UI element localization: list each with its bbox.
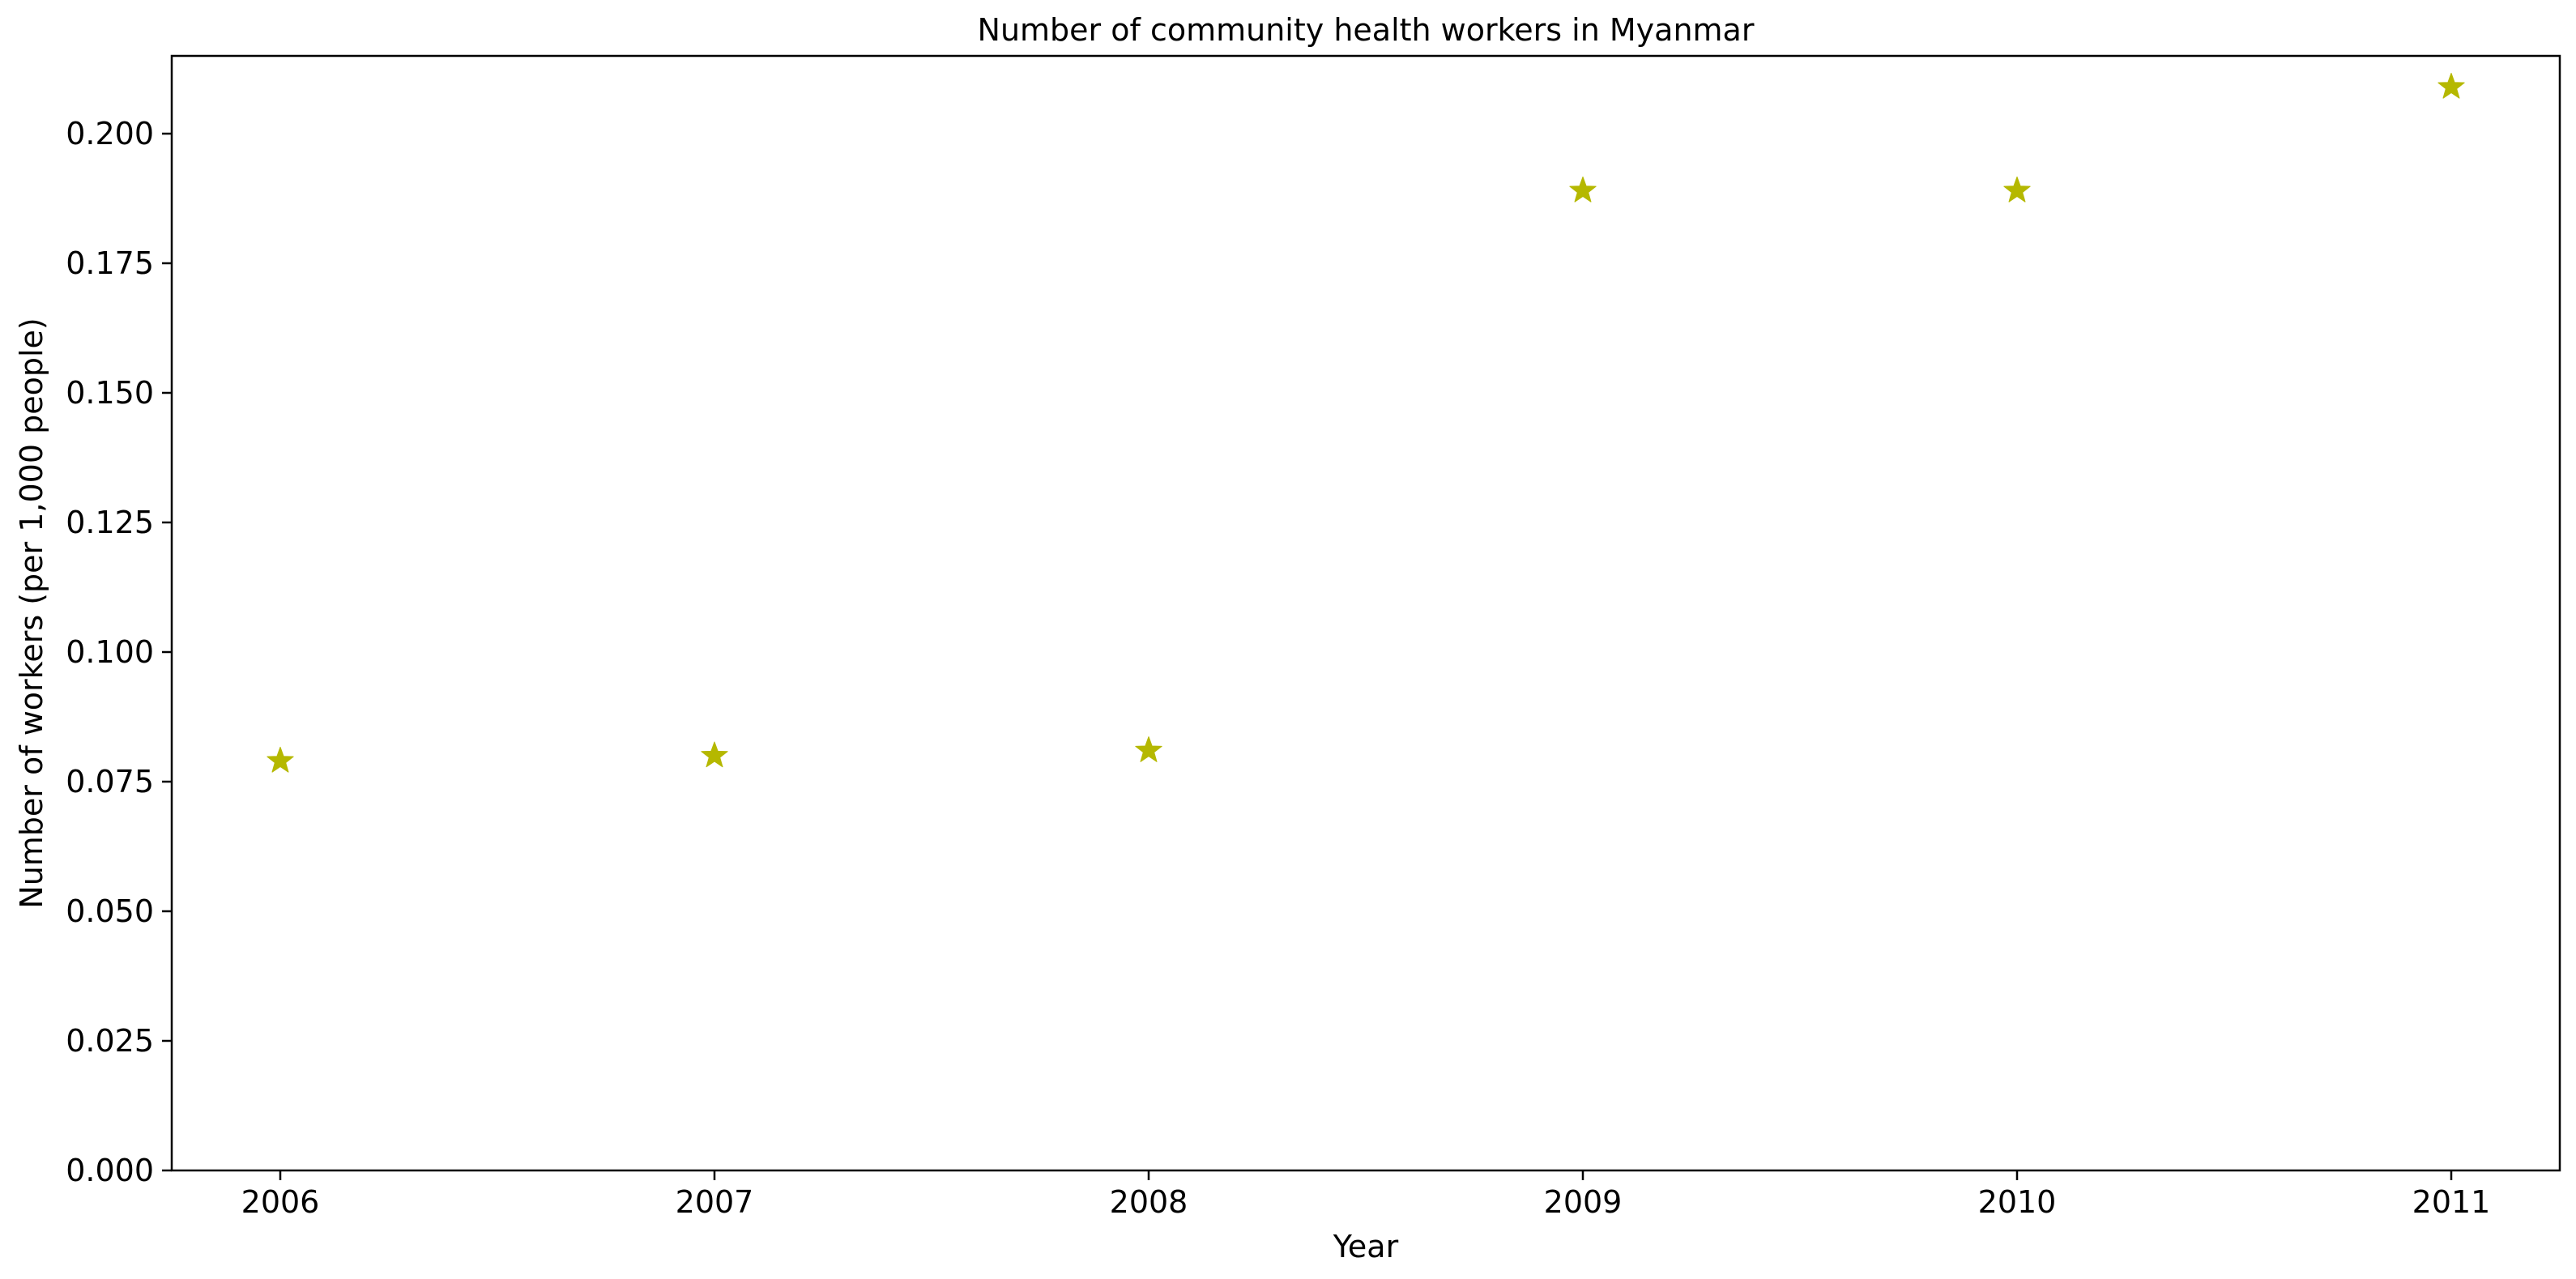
x-tick-label: 2010 [1978,1184,2057,1220]
data-point-star [1135,736,1162,762]
x-tick-label: 2007 [676,1184,754,1220]
x-tick-label: 2011 [2412,1184,2491,1220]
data-point-star [2003,176,2031,203]
y-tick-label: 0.150 [66,375,154,411]
y-tick-label: 0.100 [66,634,154,670]
plot-area-frame [170,54,2561,1172]
y-tick-label: 0.125 [66,505,154,540]
y-tick-label: 0.050 [66,893,154,929]
data-point-star [267,746,294,773]
data-point-star [701,741,728,768]
y-tick-label: 0.075 [66,764,154,799]
y-tick-label: 0.000 [66,1153,154,1188]
chart-title: Number of community health workers in My… [978,12,1755,48]
data-series [267,72,2465,773]
y-tick-label: 0.175 [66,245,154,281]
x-tick-label: 2006 [241,1184,320,1220]
x-axis: 2006 2007 2008 2009 2010 2011 [241,1170,2491,1220]
y-tick-label: 0.025 [66,1023,154,1059]
x-tick-label: 2008 [1110,1184,1188,1220]
y-axis: 0.000 0.025 0.050 0.075 0.100 0.125 0.150 0.175… [66,116,172,1188]
y-tick-label: 0.200 [66,116,154,151]
x-axis-label: Year [1333,1229,1399,1264]
data-point-star [1569,176,1597,203]
data-point-star [2437,72,2465,99]
x-tick-label: 2009 [1544,1184,1623,1220]
y-axis-label: Number of workers (per 1,000 people) [14,318,49,908]
